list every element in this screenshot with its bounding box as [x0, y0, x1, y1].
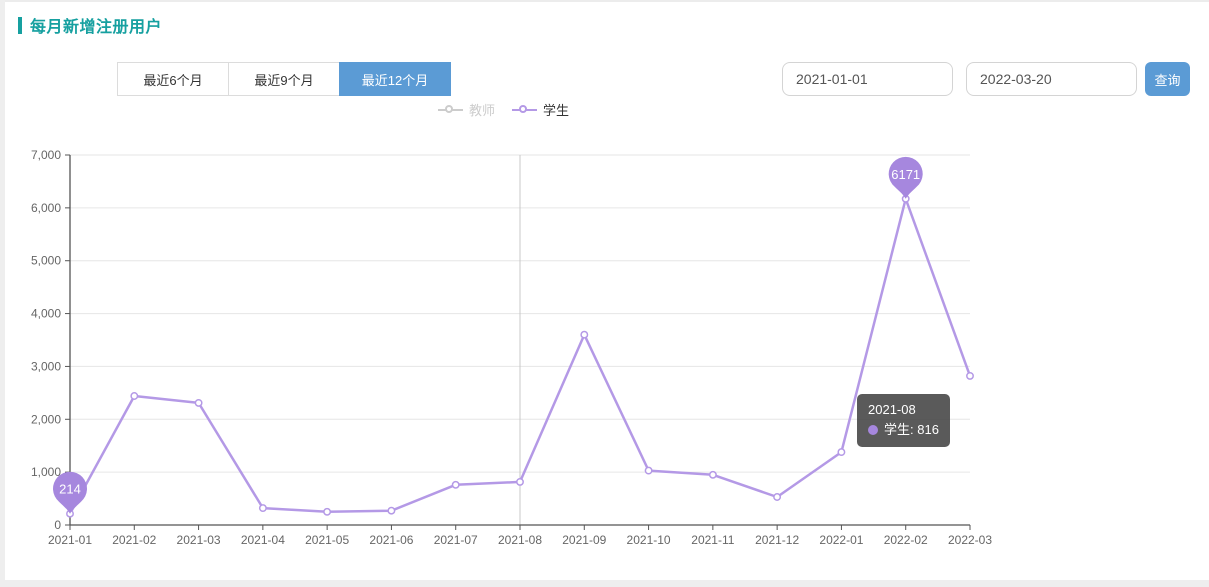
svg-text:6,000: 6,000	[31, 201, 61, 215]
svg-text:214: 214	[59, 482, 81, 497]
legend-item-teacher[interactable]: 教师	[438, 100, 495, 119]
svg-text:2,000: 2,000	[31, 412, 61, 426]
chart-grid: 0 1,000 2,000 3,000 4,000 5,000 6,000 7,000	[31, 148, 970, 532]
svg-text:2021-05: 2021-05	[305, 533, 349, 547]
svg-text:2021-10: 2021-10	[627, 533, 671, 547]
svg-text:2021-08: 2021-08	[498, 533, 542, 547]
svg-text:7,000: 7,000	[31, 148, 61, 162]
range-button-9m[interactable]: 最近9个月	[228, 62, 340, 96]
svg-text:5,000: 5,000	[31, 254, 61, 268]
page-title-row: 每月新增注册用户	[18, 13, 162, 37]
content-panel	[5, 0, 1209, 580]
legend-item-student[interactable]: 学生	[512, 100, 569, 119]
end-date-input[interactable]	[966, 62, 1137, 96]
range-button-6m[interactable]: 最近6个月	[117, 62, 229, 96]
query-button[interactable]: 查询	[1145, 62, 1190, 96]
svg-text:2021-09: 2021-09	[562, 533, 606, 547]
x-axis-labels: 2021-01 2021-02 2021-03 2021-04 2021-05 2021-…	[48, 525, 992, 547]
value-pin: 214	[53, 471, 87, 514]
svg-text:2022-02: 2022-02	[884, 533, 928, 547]
range-button-group: 最近6个月 最近9个月 最近12个月	[117, 62, 451, 96]
svg-text:2021-01: 2021-01	[48, 533, 92, 547]
svg-text:4,000: 4,000	[31, 307, 61, 321]
svg-text:2021-12: 2021-12	[755, 533, 799, 547]
line-marker-icon	[512, 104, 538, 116]
svg-text:2021-06: 2021-06	[369, 533, 413, 547]
svg-text:2022-01: 2022-01	[819, 533, 863, 547]
value-pin: 6171	[888, 156, 923, 199]
start-date-input[interactable]	[782, 62, 953, 96]
chart-legend: 教师 学生	[438, 100, 569, 119]
svg-text:3,000: 3,000	[31, 359, 61, 373]
svg-text:2022-03: 2022-03	[948, 533, 992, 547]
page-title: 每月新增注册用户	[30, 19, 163, 36]
svg-text:0: 0	[54, 518, 61, 532]
legend-label: 教师	[469, 103, 496, 118]
range-button-12m[interactable]: 最近12个月	[339, 62, 451, 96]
legend-label: 学生	[543, 103, 570, 118]
svg-text:2021-04: 2021-04	[241, 533, 285, 547]
svg-text:1,000: 1,000	[31, 465, 61, 479]
svg-text:2021-07: 2021-07	[434, 533, 478, 547]
svg-text:2021-03: 2021-03	[177, 533, 221, 547]
line-marker-icon	[438, 104, 463, 116]
svg-text:6171: 6171	[891, 167, 920, 182]
title-accent-bar	[18, 16, 22, 34]
svg-text:2021-02: 2021-02	[112, 533, 156, 547]
svg-text:2021-11: 2021-11	[691, 533, 734, 547]
